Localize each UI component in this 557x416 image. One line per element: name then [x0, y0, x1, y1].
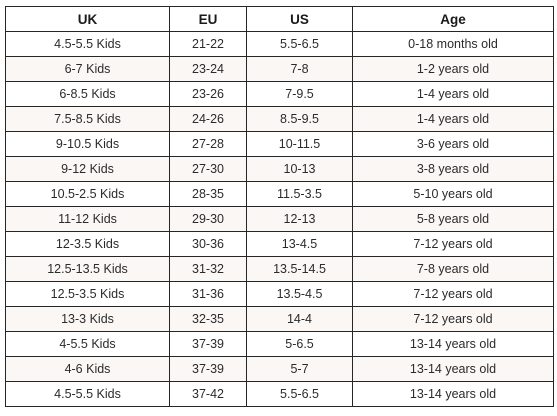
cell-us: 10-11.5	[246, 131, 353, 157]
cell-us: 13.5-14.5	[246, 256, 353, 282]
cell-eu: 21-22	[169, 31, 247, 57]
cell-eu: 29-30	[169, 206, 247, 232]
cell-us: 12-13	[246, 206, 353, 232]
cell-us: 5-7	[246, 356, 353, 382]
cell-uk: 4-6 Kids	[5, 356, 170, 382]
cell-uk: 12-3.5 Kids	[5, 231, 170, 257]
cell-uk: 7.5-8.5 Kids	[5, 106, 170, 132]
table-row: 4.5-5.5 Kids 37-42 5.5-6.5 13-14 years o…	[5, 381, 554, 407]
cell-eu: 27-28	[169, 131, 247, 157]
cell-eu: 23-24	[169, 56, 247, 82]
header-uk: UK	[5, 6, 170, 32]
cell-us: 11.5-3.5	[246, 181, 353, 207]
cell-eu: 27-30	[169, 156, 247, 182]
cell-age: 7-12 years old	[352, 281, 554, 307]
table-row: 12-3.5 Kids 30-36 13-4.5 7-12 years old	[5, 231, 554, 257]
cell-uk: 6-8.5 Kids	[5, 81, 170, 107]
cell-age: 7-8 years old	[352, 256, 554, 282]
cell-eu: 31-32	[169, 256, 247, 282]
table-row: 6-7 Kids 23-24 7-8 1-2 years old	[5, 56, 554, 82]
table-row: 13-3 Kids 32-35 14-4 7-12 years old	[5, 306, 554, 332]
cell-eu: 28-35	[169, 181, 247, 207]
cell-age: 5-10 years old	[352, 181, 554, 207]
cell-age: 5-8 years old	[352, 206, 554, 232]
cell-age: 7-12 years old	[352, 306, 554, 332]
cell-age: 1-4 years old	[352, 81, 554, 107]
cell-uk: 12.5-3.5 Kids	[5, 281, 170, 307]
cell-us: 5.5-6.5	[246, 31, 353, 57]
cell-age: 3-8 years old	[352, 156, 554, 182]
cell-us: 7-9.5	[246, 81, 353, 107]
table-row: 4.5-5.5 Kids 21-22 5.5-6.5 0-18 months o…	[5, 31, 554, 57]
cell-us: 5-6.5	[246, 331, 353, 357]
cell-age: 13-14 years old	[352, 331, 554, 357]
table-row: 6-8.5 Kids 23-26 7-9.5 1-4 years old	[5, 81, 554, 107]
table-row: 12.5-3.5 Kids 31-36 13.5-4.5 7-12 years …	[5, 281, 554, 307]
header-eu: EU	[169, 6, 247, 32]
cell-uk: 6-7 Kids	[5, 56, 170, 82]
table-row: 11-12 Kids 29-30 12-13 5-8 years old	[5, 206, 554, 232]
cell-us: 5.5-6.5	[246, 381, 353, 407]
table-body: 4.5-5.5 Kids 21-22 5.5-6.5 0-18 months o…	[5, 31, 554, 407]
cell-eu: 37-39	[169, 356, 247, 382]
cell-eu: 37-39	[169, 331, 247, 357]
cell-us: 13.5-4.5	[246, 281, 353, 307]
cell-uk: 11-12 Kids	[5, 206, 170, 232]
table-row: 12.5-13.5 Kids 31-32 13.5-14.5 7-8 years…	[5, 256, 554, 282]
cell-us: 7-8	[246, 56, 353, 82]
header-us: US	[246, 6, 353, 32]
header-row: UK EU US Age	[5, 6, 554, 32]
cell-us: 10-13	[246, 156, 353, 182]
cell-eu: 24-26	[169, 106, 247, 132]
cell-uk: 9-12 Kids	[5, 156, 170, 182]
cell-age: 7-12 years old	[352, 231, 554, 257]
cell-us: 14-4	[246, 306, 353, 332]
table-row: 9-10.5 Kids 27-28 10-11.5 3-6 years old	[5, 131, 554, 157]
cell-age: 13-14 years old	[352, 381, 554, 407]
cell-uk: 12.5-13.5 Kids	[5, 256, 170, 282]
cell-eu: 23-26	[169, 81, 247, 107]
table-row: 9-12 Kids 27-30 10-13 3-8 years old	[5, 156, 554, 182]
cell-eu: 31-36	[169, 281, 247, 307]
cell-age: 0-18 months old	[352, 31, 554, 57]
cell-eu: 37-42	[169, 381, 247, 407]
cell-us: 8.5-9.5	[246, 106, 353, 132]
cell-age: 3-6 years old	[352, 131, 554, 157]
table-row: 4-6 Kids 37-39 5-7 13-14 years old	[5, 356, 554, 382]
cell-uk: 13-3 Kids	[5, 306, 170, 332]
cell-eu: 32-35	[169, 306, 247, 332]
cell-uk: 4-5.5 Kids	[5, 331, 170, 357]
cell-age: 1-4 years old	[352, 106, 554, 132]
header-age: Age	[352, 6, 554, 32]
table-row: 4-5.5 Kids 37-39 5-6.5 13-14 years old	[5, 331, 554, 357]
table-row: 10.5-2.5 Kids 28-35 11.5-3.5 5-10 years …	[5, 181, 554, 207]
table-header: UK EU US Age	[5, 6, 554, 32]
size-chart-table: UK EU US Age 4.5-5.5 Kids 21-22 5.5-6.5 …	[5, 6, 554, 407]
cell-age: 1-2 years old	[352, 56, 554, 82]
cell-uk: 4.5-5.5 Kids	[5, 381, 170, 407]
cell-age: 13-14 years old	[352, 356, 554, 382]
cell-us: 13-4.5	[246, 231, 353, 257]
cell-uk: 4.5-5.5 Kids	[5, 31, 170, 57]
cell-eu: 30-36	[169, 231, 247, 257]
cell-uk: 10.5-2.5 Kids	[5, 181, 170, 207]
cell-uk: 9-10.5 Kids	[5, 131, 170, 157]
table-row: 7.5-8.5 Kids 24-26 8.5-9.5 1-4 years old	[5, 106, 554, 132]
